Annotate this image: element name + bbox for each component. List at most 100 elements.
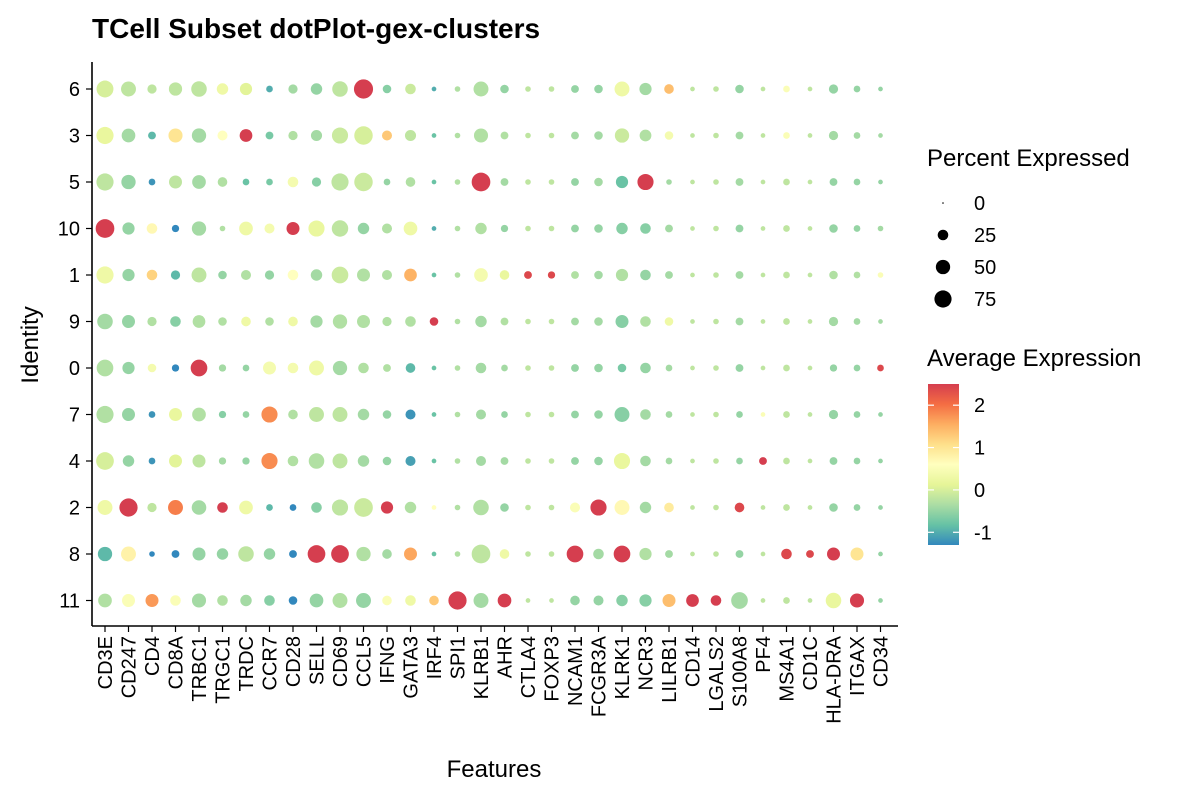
- dot: [760, 365, 766, 371]
- dot: [405, 409, 416, 420]
- dot: [310, 269, 323, 281]
- dot: [828, 84, 839, 94]
- x-tick-label: TRDC: [236, 636, 258, 692]
- dot: [760, 86, 766, 92]
- dot: [713, 411, 719, 418]
- y-tick-label: 6: [69, 79, 80, 101]
- dot: [454, 318, 461, 325]
- x-tick-label: SPI1: [448, 636, 470, 679]
- dot: [640, 223, 651, 234]
- dot: [454, 132, 461, 139]
- dot: [828, 130, 839, 141]
- dot: [616, 222, 628, 235]
- dot: [566, 545, 584, 563]
- dot: [382, 84, 392, 94]
- dot: [264, 270, 275, 280]
- dot: [404, 501, 417, 514]
- dot: [807, 505, 813, 510]
- dot: [594, 270, 603, 280]
- dot: [217, 130, 228, 141]
- dot: [807, 226, 813, 231]
- dot: [594, 456, 603, 466]
- dot: [806, 550, 814, 558]
- x-axis-title: Features: [447, 756, 542, 783]
- dot: [713, 272, 719, 278]
- x-tick-label: S100A8: [730, 636, 752, 707]
- dot: [332, 81, 348, 97]
- dot: [356, 546, 371, 562]
- dot: [96, 452, 114, 470]
- dot: [287, 176, 299, 188]
- dot: [97, 313, 113, 330]
- dot: [783, 411, 790, 418]
- dot: [239, 500, 253, 515]
- dot: [549, 598, 554, 603]
- size-legend-label: 25: [974, 225, 996, 247]
- dot: [310, 129, 323, 142]
- size-legend-label: 50: [974, 257, 996, 279]
- dot: [97, 546, 113, 562]
- dot: [640, 269, 651, 281]
- dot: [286, 222, 300, 235]
- dot: [571, 364, 579, 372]
- dot: [288, 316, 298, 327]
- x-tick-label: ITGAX: [847, 636, 869, 696]
- dot: [664, 317, 674, 326]
- dot: [878, 319, 883, 324]
- dot: [571, 224, 579, 233]
- dot: [548, 318, 555, 325]
- dot: [169, 175, 182, 189]
- dot: [217, 595, 228, 606]
- dot: [170, 270, 181, 280]
- dot: [616, 594, 628, 607]
- dot: [96, 266, 114, 284]
- dot: [525, 411, 531, 418]
- dot: [525, 225, 531, 232]
- dot: [96, 173, 114, 191]
- dot: [192, 315, 206, 328]
- dot: [357, 455, 370, 467]
- dot: [807, 458, 813, 464]
- dot: [265, 131, 274, 140]
- dot: [405, 363, 416, 373]
- dot: [500, 503, 509, 512]
- dot: [119, 498, 138, 517]
- dot: [266, 504, 273, 511]
- dot: [735, 224, 744, 233]
- y-tick-label: 4: [69, 451, 80, 473]
- dot: [383, 364, 391, 372]
- dot: [525, 179, 531, 185]
- x-tick-label: NCR3: [636, 636, 658, 690]
- dot: [308, 453, 325, 469]
- dot: [95, 219, 115, 238]
- dot: [690, 551, 695, 557]
- dot: [807, 133, 813, 138]
- dot: [289, 550, 297, 558]
- dot: [190, 359, 208, 377]
- dot: [218, 270, 227, 280]
- dot: [690, 226, 695, 231]
- dot: [332, 453, 348, 469]
- dot: [431, 551, 437, 557]
- dot: [828, 409, 839, 420]
- y-tick-label: 5: [69, 172, 80, 194]
- dot: [308, 220, 325, 237]
- dot: [500, 178, 509, 186]
- color-legend-label: 1: [974, 438, 985, 460]
- dot: [473, 499, 489, 516]
- color-legend-label: -1: [974, 522, 992, 544]
- dot: [594, 317, 603, 326]
- x-tick-label: CD4: [142, 636, 164, 676]
- dot: [853, 132, 861, 139]
- dot: [454, 365, 461, 371]
- dot: [500, 457, 509, 465]
- dot: [148, 178, 156, 186]
- dot: [850, 547, 864, 561]
- x-tick-label: KLRK1: [612, 636, 634, 699]
- dot: [192, 547, 206, 561]
- dot: [640, 409, 651, 420]
- dot: [240, 594, 252, 607]
- dot: [500, 317, 509, 326]
- dot: [169, 408, 182, 421]
- dot: [713, 86, 719, 92]
